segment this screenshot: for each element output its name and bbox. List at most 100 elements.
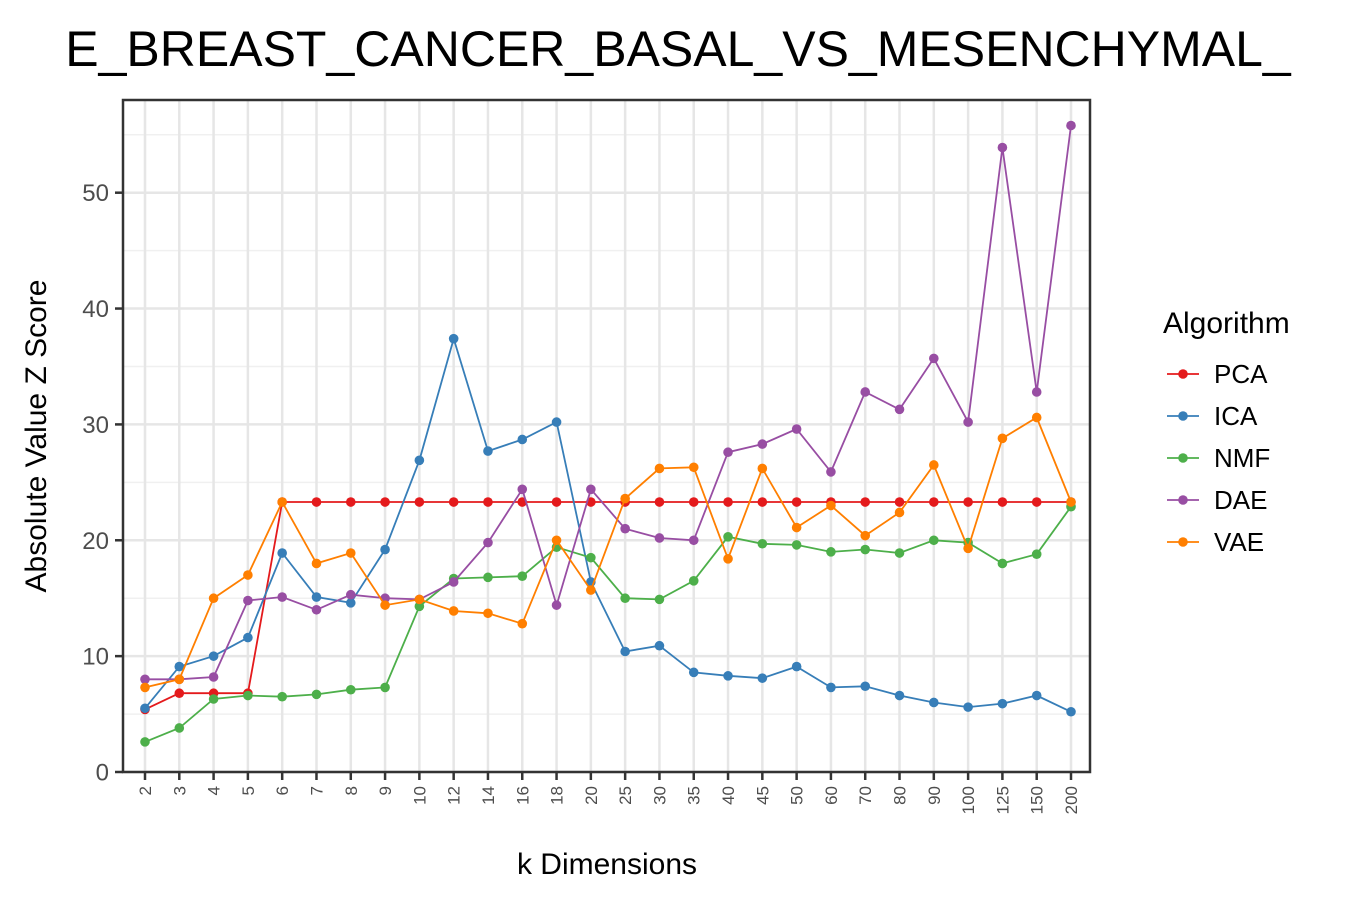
plot-panel: [123, 100, 1090, 772]
x-tick-label: 2: [136, 786, 155, 795]
data-point-pca: [791, 497, 802, 507]
legend-key-point: [1178, 369, 1188, 379]
data-point-nmf: [654, 594, 665, 605]
data-point-dae: [723, 447, 733, 458]
y-tick-label: 10: [82, 644, 109, 671]
data-point-dae: [243, 595, 253, 606]
data-point-nmf: [791, 540, 802, 550]
data-point-ica: [997, 698, 1008, 709]
data-point-ica: [243, 632, 253, 643]
data-point-dae: [1031, 387, 1042, 397]
data-point-dae: [620, 523, 630, 534]
x-tick-label: 16: [513, 786, 532, 805]
legend: Algorithm PCA ICA NMF DAE VAE: [1163, 307, 1290, 557]
data-point-vae: [723, 554, 733, 564]
data-point-pca: [929, 497, 939, 507]
data-point-dae: [208, 672, 219, 682]
data-point-pca: [757, 497, 768, 507]
data-point-vae: [174, 674, 185, 685]
data-point-pca: [894, 497, 905, 507]
data-point-vae: [243, 570, 253, 580]
data-point-vae: [414, 594, 425, 605]
data-point-vae: [791, 522, 802, 533]
x-tick-label: 10: [410, 786, 429, 805]
data-point-ica: [1066, 706, 1076, 717]
data-point-ica: [345, 598, 356, 608]
data-point-ica: [380, 544, 390, 555]
data-point-nmf: [345, 684, 356, 695]
series-line-dae: [145, 125, 1072, 681]
data-point-ica: [929, 697, 939, 708]
x-tick-label: 45: [753, 786, 772, 805]
data-point-vae: [277, 497, 287, 507]
legend-label: ICA: [1214, 401, 1258, 431]
x-tick-label: 4: [205, 786, 224, 795]
legend-label: NMF: [1214, 443, 1270, 473]
data-point-dae: [1066, 120, 1076, 131]
y-tick-label: 40: [82, 296, 109, 323]
x-tick-label: 7: [307, 786, 326, 795]
series-vae: [140, 412, 1076, 693]
data-point-nmf: [483, 572, 493, 583]
data-point-pca: [997, 497, 1008, 507]
data-point-vae: [997, 433, 1008, 444]
y-axis-title: Absolute Value Z Score: [20, 280, 53, 593]
data-point-nmf: [826, 547, 836, 557]
x-tick-label: 12: [445, 786, 464, 805]
data-point-ica: [140, 703, 150, 714]
x-tick-label: 80: [891, 786, 910, 805]
x-tick-label: 8: [342, 786, 361, 795]
data-point-pca: [448, 497, 459, 507]
x-tick-label: 3: [170, 786, 189, 795]
series-line-pca: [144, 501, 1071, 711]
data-point-pca: [860, 497, 871, 507]
x-tick-label: 9: [376, 786, 395, 795]
data-point-ica: [517, 434, 528, 445]
data-point-vae: [448, 606, 459, 616]
data-point-nmf: [208, 694, 219, 704]
data-point-dae: [894, 404, 905, 415]
x-tick-label: 6: [273, 786, 292, 795]
data-point-vae: [1031, 412, 1042, 423]
data-point-pca: [688, 497, 699, 507]
x-tick-label: 30: [650, 786, 669, 805]
data-point-ica: [620, 646, 630, 657]
data-point-dae: [791, 424, 802, 434]
data-point-vae: [1066, 497, 1076, 507]
data-point-nmf: [243, 690, 253, 701]
legend-key-point: [1178, 453, 1188, 463]
data-point-dae: [448, 577, 459, 587]
data-point-dae: [551, 600, 562, 610]
data-point-dae: [277, 592, 287, 602]
data-point-pca: [380, 497, 390, 507]
data-point-nmf: [894, 548, 905, 558]
data-point-nmf: [140, 737, 150, 747]
data-point-vae: [345, 548, 356, 558]
data-point-dae: [826, 467, 836, 477]
data-point-pca: [174, 688, 185, 699]
x-tick-label: 20: [582, 786, 601, 805]
data-point-vae: [208, 593, 219, 604]
data-point-ica: [551, 417, 562, 427]
data-point-vae: [654, 463, 665, 474]
data-point-vae: [757, 463, 768, 474]
legend-key-point: [1178, 495, 1188, 505]
y-tick-label: 20: [82, 528, 109, 555]
data-point-dae: [929, 353, 939, 364]
x-tick-label: 18: [548, 786, 567, 805]
data-point-ica: [1031, 690, 1042, 701]
data-point-nmf: [1031, 549, 1042, 559]
x-tick-label: 90: [925, 786, 944, 805]
data-point-vae: [517, 618, 528, 629]
data-point-vae: [380, 600, 390, 610]
data-point-ica: [688, 667, 699, 678]
gridlines: [123, 100, 1090, 774]
data-point-vae: [311, 558, 322, 569]
data-point-vae: [929, 460, 939, 470]
data-point-nmf: [757, 538, 768, 549]
series-ica: [140, 333, 1076, 717]
x-tick-label: 100: [959, 786, 978, 814]
data-point-ica: [826, 682, 836, 693]
panel-border: [121, 98, 1092, 774]
